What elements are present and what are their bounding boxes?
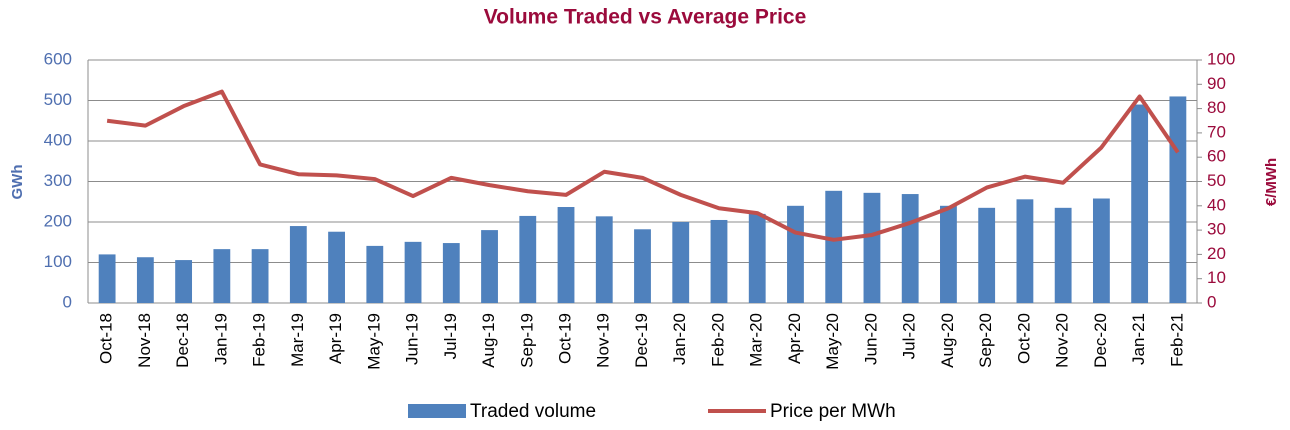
x-tick-label: Feb-21 <box>1167 313 1186 367</box>
x-tick-label: May-19 <box>364 313 383 370</box>
bar <box>366 245 384 303</box>
x-tick-label: Nov-20 <box>1053 313 1072 368</box>
x-tick-label: Dec-18 <box>173 313 192 368</box>
bar <box>328 231 345 303</box>
bar <box>1016 199 1034 303</box>
bar <box>481 230 498 303</box>
bar <box>672 222 690 303</box>
y-tick-label: 0 <box>63 292 72 311</box>
x-tick-label: Jun-20 <box>861 313 880 365</box>
bar <box>787 205 804 303</box>
x-tick-label: Sep-19 <box>517 313 536 368</box>
x-tick-label: Jun-19 <box>403 313 422 365</box>
y2-tick-label: 30 <box>1207 220 1226 239</box>
x-tick-label: Oct-19 <box>556 313 575 364</box>
bar <box>1131 104 1149 303</box>
bar <box>748 213 766 303</box>
bar <box>1092 198 1110 303</box>
x-tick-label: Feb-19 <box>250 313 269 367</box>
bar <box>978 207 996 303</box>
x-tick-label: Jan-19 <box>211 313 230 365</box>
legend-label: Price per MWh <box>770 401 896 422</box>
x-tick-label: Dec-19 <box>632 313 651 368</box>
bar <box>710 219 728 303</box>
x-tick-label: Aug-19 <box>479 313 498 368</box>
y-tick-label: 200 <box>44 211 72 230</box>
line <box>106 89 1180 242</box>
y-tick-label: 400 <box>44 130 72 149</box>
bar <box>595 216 613 303</box>
x-tick-label: Dec-20 <box>1091 313 1110 368</box>
y-tick-label: 300 <box>44 171 72 190</box>
y2-tick-label: 0 <box>1207 292 1216 311</box>
bar <box>404 241 422 303</box>
bar <box>1054 207 1072 303</box>
x-tick-label: Oct-20 <box>1014 313 1033 364</box>
x-tick-label: May-20 <box>823 313 842 370</box>
y-tick-label: 600 <box>44 49 72 68</box>
y2-tick-label: 90 <box>1207 74 1226 93</box>
x-tick-label: Jul-20 <box>900 313 919 359</box>
bar <box>825 190 843 303</box>
y-tick-label: 500 <box>44 90 72 109</box>
y2-tick-label: 100 <box>1207 49 1235 68</box>
bar <box>940 205 957 303</box>
y2-tick-label: 20 <box>1207 244 1226 263</box>
y2-tick-label: 10 <box>1207 268 1226 287</box>
x-tick-label: Jan-20 <box>670 313 689 365</box>
chart-title: Volume Traded vs Average Price <box>484 6 807 29</box>
bar <box>634 229 651 303</box>
bar <box>1169 96 1187 303</box>
y-tick-label: 100 <box>44 252 72 271</box>
x-tick-label: Nov-18 <box>135 313 154 368</box>
x-tick-label: Mar-19 <box>288 313 307 367</box>
y2-tick-label: 40 <box>1207 195 1226 214</box>
bar <box>901 194 919 303</box>
bar <box>863 192 881 303</box>
x-tick-label: Nov-19 <box>594 313 613 368</box>
legend-label: Traded volume <box>470 401 596 422</box>
x-tick-label: Jul-19 <box>441 313 460 359</box>
x-tick-label: Feb-20 <box>708 313 727 367</box>
bar <box>557 207 575 303</box>
bar <box>213 249 231 303</box>
bar <box>442 243 460 303</box>
legend-swatch <box>408 404 466 418</box>
x-tick-label: Apr-19 <box>326 313 345 364</box>
x-tick-label: Sep-20 <box>976 313 995 368</box>
y2-axis-title: €/MWh <box>1263 158 1280 206</box>
bar <box>289 226 307 303</box>
x-tick-label: Aug-20 <box>938 313 957 368</box>
bar <box>98 254 116 303</box>
y2-tick-label: 80 <box>1207 98 1226 117</box>
bar <box>175 260 193 303</box>
y2-tick-label: 60 <box>1207 147 1226 166</box>
y2-tick-label: 50 <box>1207 171 1226 190</box>
x-tick-label: Mar-20 <box>747 313 766 367</box>
x-tick-label: Jan-21 <box>1129 313 1148 365</box>
y2-tick-label: 70 <box>1207 122 1226 141</box>
x-tick-label: Oct-18 <box>97 313 116 364</box>
bar <box>251 249 269 303</box>
bar <box>136 257 154 303</box>
bar <box>519 215 537 303</box>
y-axis-title: GWh <box>9 165 26 200</box>
x-tick-label: Apr-20 <box>785 313 804 364</box>
